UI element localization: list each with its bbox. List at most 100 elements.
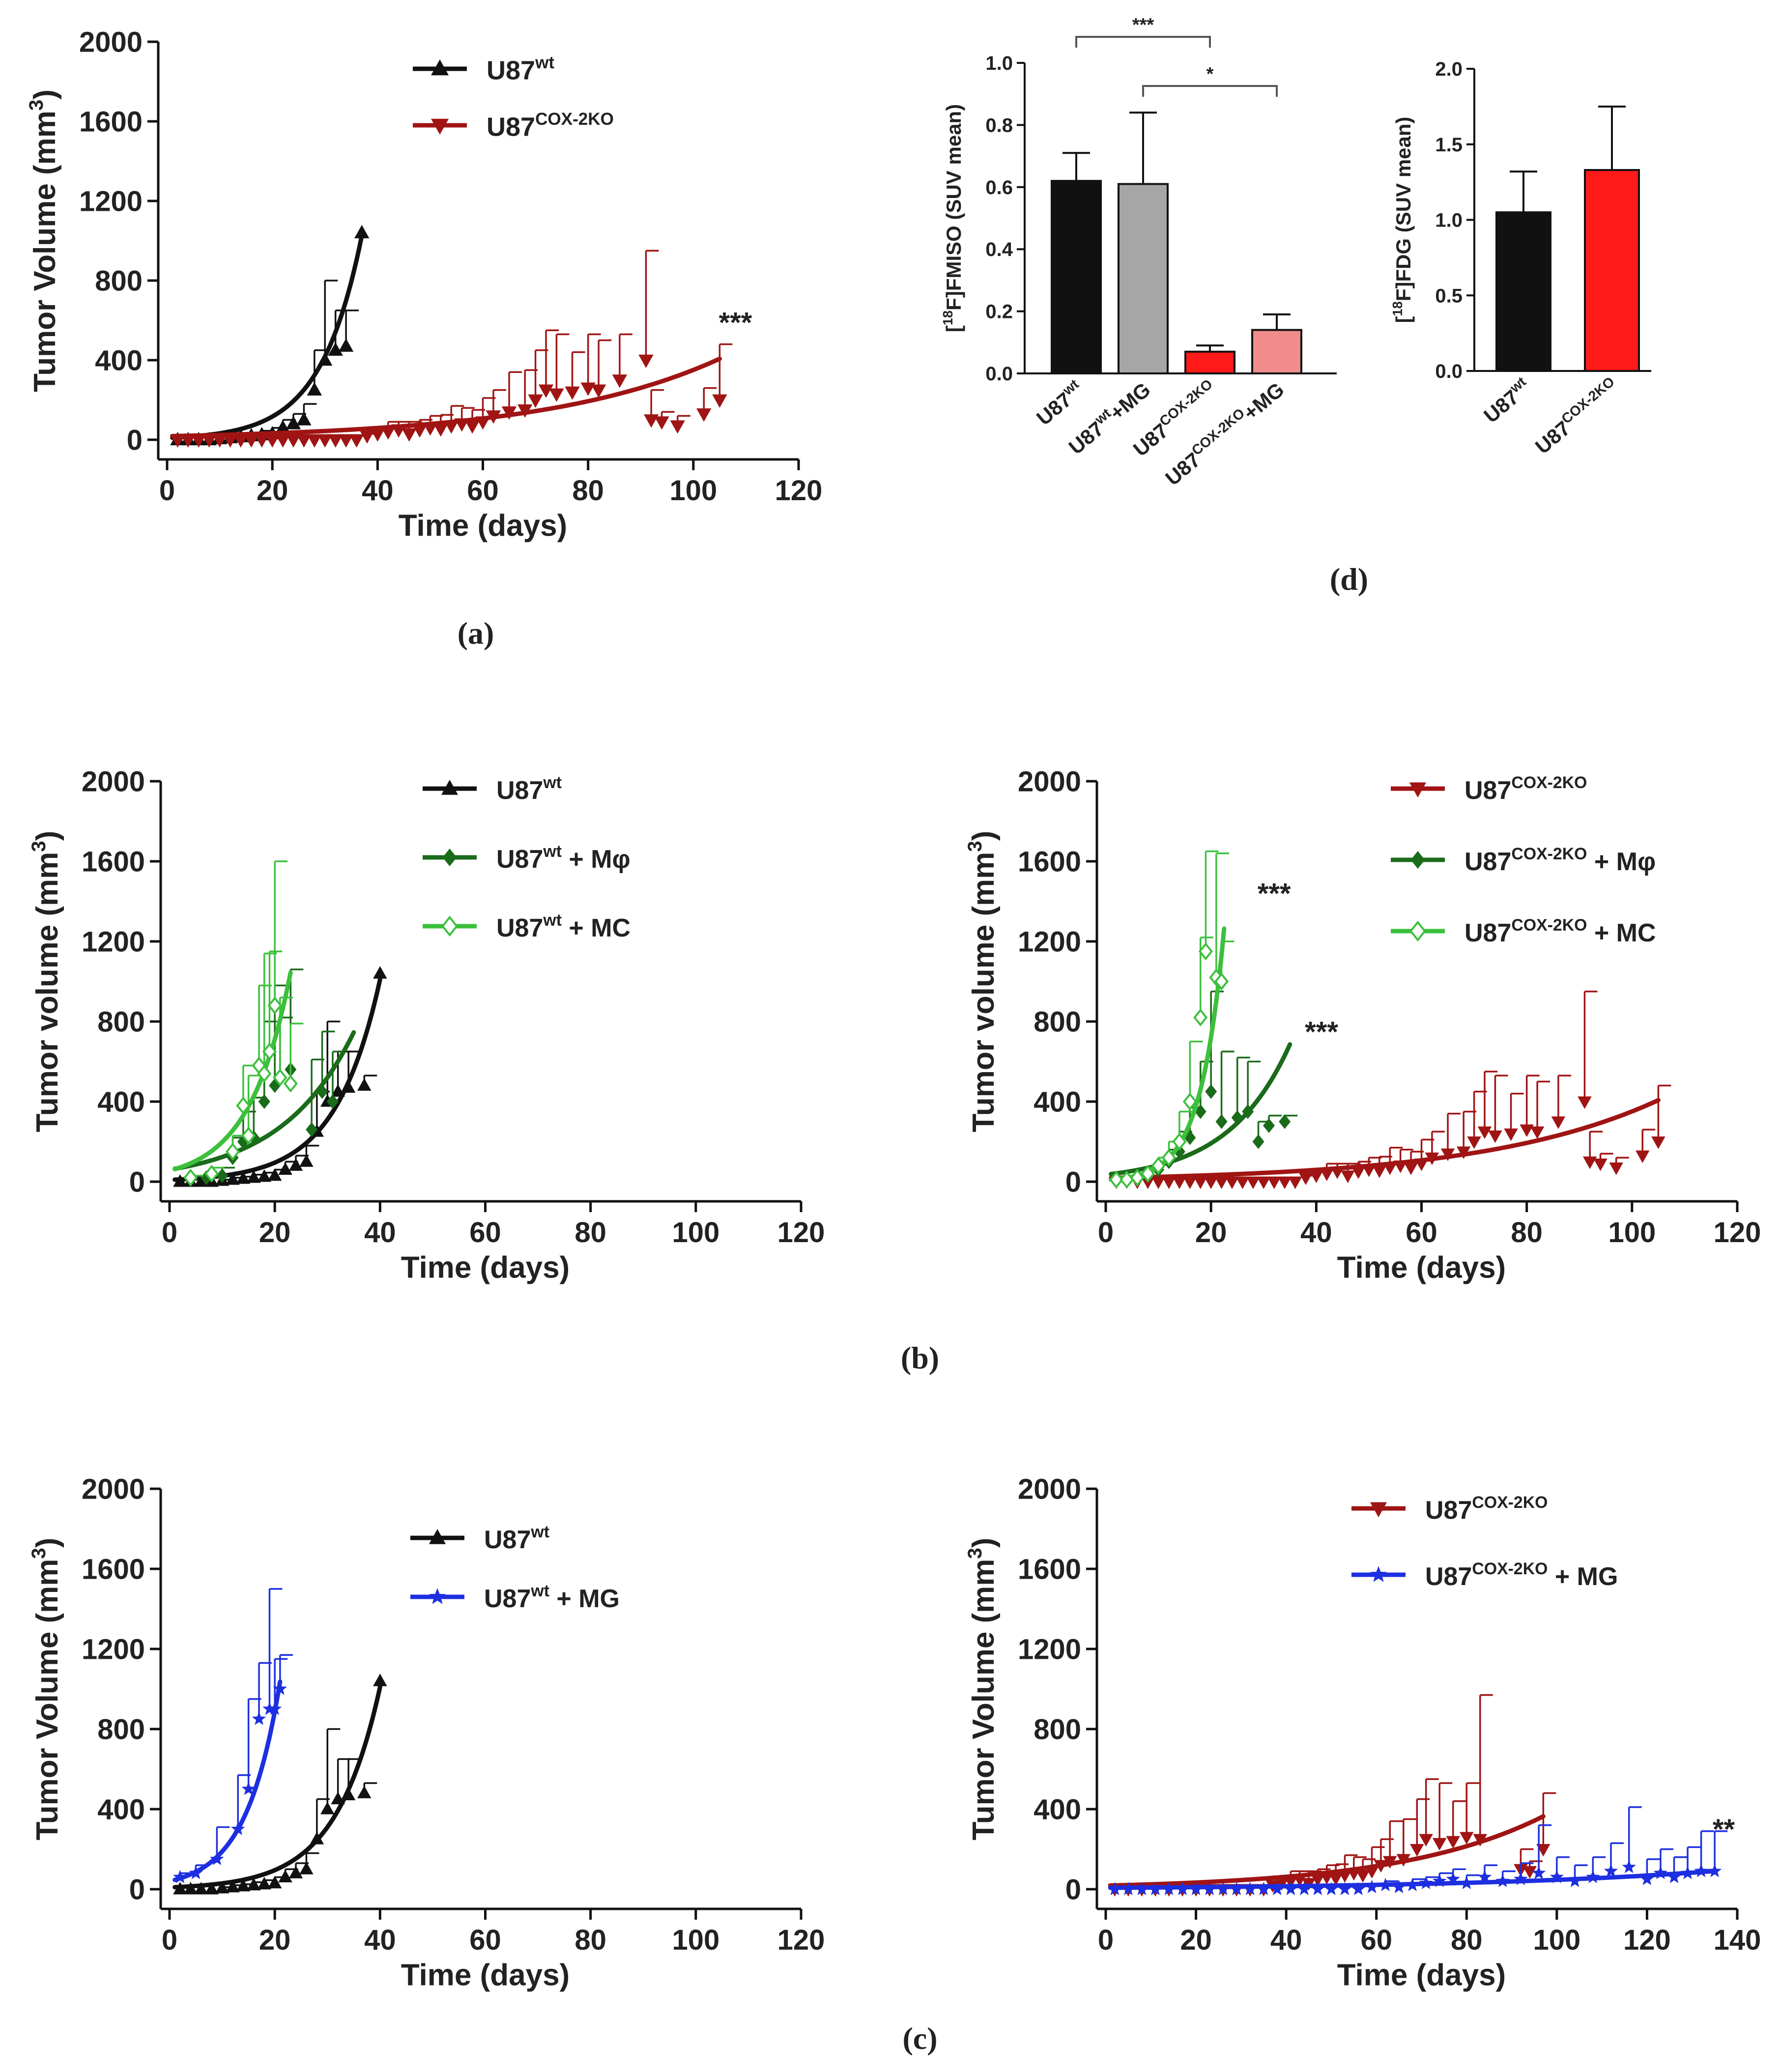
y-axis-title: Tumor Volume (mm3) [28,1537,64,1840]
star-marker [1680,1866,1695,1879]
x-tick-label: 60 [1406,1217,1437,1249]
triangle-up-marker [328,342,343,356]
x-tick-label: 0 [159,475,175,507]
x-tick-label: 0 [1098,1924,1114,1956]
panel-label-a: (a) [458,616,494,651]
y-tick-label: 2.0 [1435,58,1463,80]
triangle-down-marker [538,384,554,398]
y-tick-label: 0 [1065,1166,1081,1198]
fit-curve [172,1685,382,1890]
y-tick-label: 1600 [1018,1553,1081,1585]
diamond-marker [1279,1114,1291,1129]
y-tick-label: 0 [129,1166,145,1198]
star-marker [189,1866,203,1879]
legend-label: U87COX-2KO [487,110,614,142]
star-marker [1514,1872,1528,1885]
triangle-down-marker [475,416,490,430]
y-tick-label: 800 [95,265,143,297]
triangle-down-marker [1362,1164,1376,1177]
diamond-marker [1231,1110,1243,1125]
triangle-down-marker [444,420,459,434]
x-tick-label: 0 [162,1217,177,1249]
triangle-down-marker [1338,1870,1352,1883]
y-tick-label: 2000 [82,1473,145,1505]
triangle-up-marker [247,1170,261,1183]
open-diamond-marker [441,915,458,937]
triangle-down-marker [402,428,417,442]
open-diamond-marker [1182,1092,1197,1111]
y-tick-label: 0.6 [985,177,1013,199]
star-marker [1604,1864,1618,1877]
open-diamond-marker [1172,1133,1187,1151]
x-axis-title: Time (days) [1337,1958,1506,1992]
x-tick-label: 40 [364,1217,396,1249]
triangle-down-marker [296,434,312,448]
y-tick-label: 0.2 [985,301,1013,323]
triangle-down-marker [1320,1168,1334,1181]
triangle-down-marker [1414,1158,1429,1171]
triangle-down-marker [317,434,333,448]
triangle-down-marker [1351,1166,1366,1179]
triangle-down-marker [1536,1844,1550,1857]
triangle-up-marker [278,1162,292,1175]
triangle-down-marker [1383,1856,1397,1869]
triangle-up-marker [288,1158,303,1171]
star-marker [1653,1866,1668,1879]
triangle-down-marker [359,430,375,444]
x-tick-label: 20 [257,475,288,507]
star-marker [241,1782,256,1795]
triangle-down-marker [1204,1176,1218,1189]
y-tick-label: 0 [129,1873,145,1905]
y-tick-label: 1.5 [1435,134,1463,156]
triangle-down-marker [170,434,185,448]
star-marker [230,1821,245,1835]
star-marker [1477,1870,1492,1883]
triangle-down-marker [712,394,727,408]
open-diamond-marker [1130,1168,1145,1187]
triangle-down-marker [275,434,290,448]
legend-label: U87COX-2KO + Mφ [1464,845,1656,876]
open-diamond-marker [236,1096,251,1115]
triangle-up-marker [267,1168,282,1181]
star-marker [1432,1873,1447,1887]
star-marker [1531,1866,1546,1879]
open-diamond-marker [267,996,282,1015]
x-tick-label: 120 [777,1217,825,1249]
y-tick-label: 800 [1034,1713,1081,1745]
triangle-down-marker [286,434,301,448]
triangle-up-marker [429,1529,446,1544]
star-marker [1135,1882,1149,1896]
panel-label-d: (d) [1330,562,1368,596]
triangle-down-marker [1225,1176,1239,1189]
x-tick-label: 60 [469,1217,501,1249]
star-marker [1229,1882,1244,1896]
triangle-down-marker [412,424,428,438]
x-tick-label: 60 [1360,1924,1392,1956]
panel-label-b: (b) [901,1340,939,1375]
triangle-down-marker [1593,1158,1608,1171]
category-label: U87wt [1478,374,1535,427]
significance-stars: *** [1132,15,1154,35]
x-tick-label: 0 [1098,1217,1114,1249]
triangle-down-marker [1393,1160,1407,1173]
y-tick-label: 800 [97,1713,145,1745]
triangle-down-marker [1235,1176,1250,1189]
diamond-marker [1410,851,1425,869]
open-diamond-marker [1151,1157,1166,1175]
triangle-up-marker [331,1084,345,1097]
x-tick-label: 60 [469,1924,501,1956]
open-diamond-marker [1214,972,1229,991]
open-diamond-marker [257,1064,272,1083]
y-tick-label: 1600 [82,846,145,878]
triangle-down-marker [517,404,533,418]
triangle-down-marker [1410,1844,1424,1857]
star-marker [1297,1882,1312,1896]
triangle-down-marker [1383,1162,1397,1175]
y-tick-label: 1600 [1018,846,1081,878]
triangle-down-marker [454,418,469,432]
triangle-down-marker [1330,1166,1345,1179]
series-0 [170,225,370,446]
triangle-down-marker [1460,1832,1474,1845]
star-marker [210,1851,224,1865]
